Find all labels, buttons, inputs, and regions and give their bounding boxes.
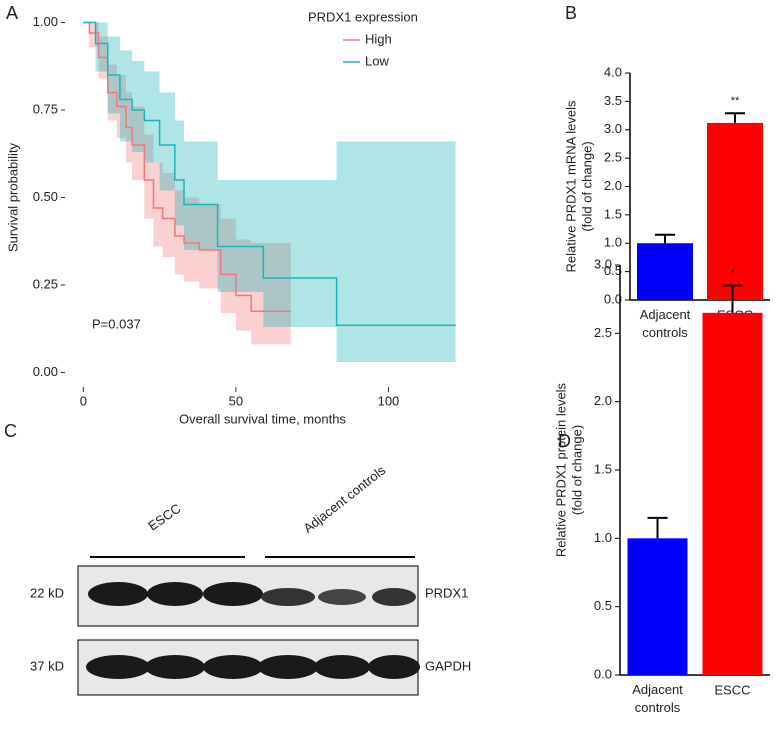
x-tick-label: 50 (229, 393, 243, 408)
y-tick-label: 0.0 (604, 291, 622, 306)
legend-label: Low (365, 53, 389, 68)
x-tick-label-line: Adjacent (632, 682, 683, 697)
bar (702, 312, 763, 675)
x-tick-label-line: controls (635, 700, 681, 715)
y-tick-label: 2.0 (604, 178, 622, 193)
y-tick-label: 0.50 (33, 189, 58, 204)
y-tick-label: 0.75 (33, 101, 58, 116)
protein-label: GAPDH (425, 658, 471, 673)
y-tick-label: 2.5 (604, 150, 622, 165)
y-axis-title: Relative PRDX1 mRNA levels (563, 100, 578, 272)
x-axis-title: Overall survival time, months (179, 411, 346, 426)
confidence-band (83, 22, 291, 345)
significance: ** (731, 95, 740, 107)
panel-letter: C (4, 421, 17, 441)
x-tick-label: Adjacent controls (632, 682, 683, 715)
group-label: Adjacent controls (300, 462, 388, 536)
x-tick-label-line: controls (642, 325, 688, 340)
panel-letter: D (558, 431, 571, 451)
y-axis-title: Relative PRDX1 protein levels (553, 382, 568, 557)
y-tick-label: 4.0 (604, 64, 622, 79)
y-tick-label: 1.00 (33, 14, 58, 29)
y-tick-label: 0.5 (604, 263, 622, 278)
y-tick-label: 0.00 (33, 364, 58, 379)
y-tick-label: 0.0 (594, 666, 612, 681)
significance: * (730, 267, 735, 279)
legend-title: PRDX1 expression (308, 9, 418, 24)
y-tick-label: 1.0 (604, 235, 622, 250)
panel-letter: A (6, 3, 18, 23)
annotation: P=0.037 (92, 316, 141, 331)
x-tick-label: Adjacent controls (640, 307, 691, 340)
bands (86, 582, 420, 679)
western-blot: ESCC Adjacent controls 22 kD PRDX1 37 kD… (30, 462, 471, 696)
x-tick-label-line: Adjacent (640, 307, 691, 322)
panel-letter: B (565, 3, 577, 23)
y-tick-label: 1.5 (604, 206, 622, 221)
y-axis-title: (fold of change) (569, 425, 584, 515)
survival-line (83, 21, 456, 326)
x-tick-label: ESCC (714, 682, 750, 697)
bar (637, 243, 693, 300)
bar (627, 538, 688, 675)
y-tick-label: 1.0 (594, 530, 612, 545)
bar (707, 122, 763, 300)
y-tick-label: 0.5 (594, 598, 612, 613)
y-tick-label: 1.5 (594, 461, 612, 476)
y-tick-label: 2.5 (594, 325, 612, 340)
x-tick-label: 100 (378, 393, 400, 408)
protein-label: PRDX1 (425, 585, 468, 600)
y-tick-label: 0.25 (33, 276, 58, 291)
y-tick-label: 2.0 (594, 393, 612, 408)
y-axis-title: (fold of change) (579, 141, 594, 231)
x-tick-label: 0 (80, 393, 87, 408)
group-label: ESCC (145, 501, 183, 534)
size-label: 37 kD (30, 658, 64, 673)
y-tick-label: 3.0 (604, 121, 622, 136)
size-label: 22 kD (30, 585, 64, 600)
legend-label: High (365, 31, 392, 46)
confidence-band (83, 22, 456, 362)
y-tick-label: 3.5 (604, 93, 622, 108)
y-axis-title: Survival probability (5, 142, 20, 252)
y-tick-label: 3.0 (594, 256, 612, 271)
